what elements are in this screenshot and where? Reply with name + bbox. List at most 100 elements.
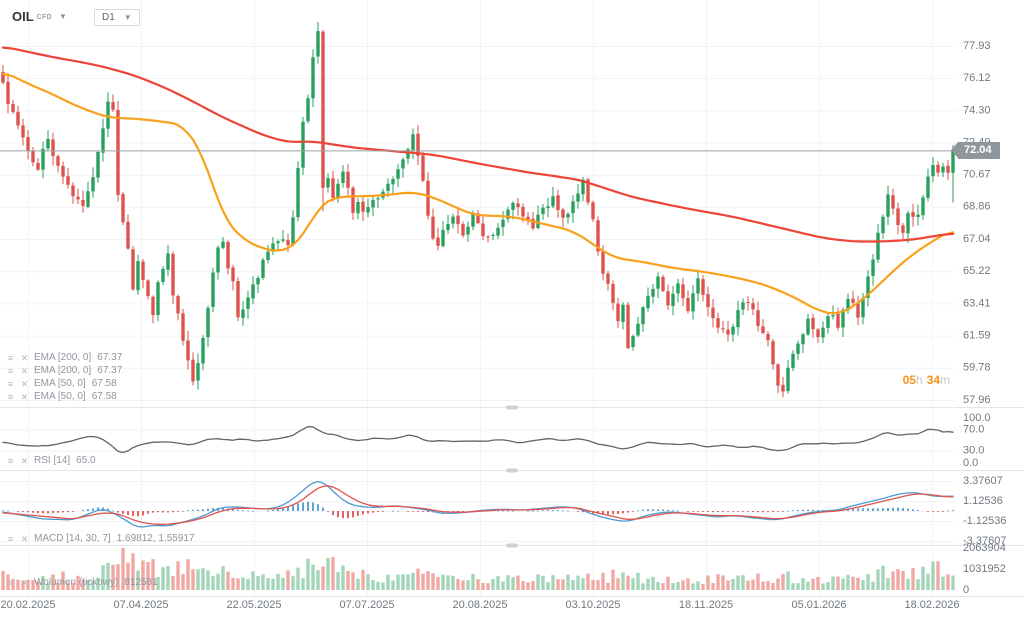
candle-body — [126, 221, 130, 249]
indicator-settings-icon[interactable]: ≡ — [7, 456, 14, 466]
volume-bar — [576, 575, 580, 590]
volume-bar — [901, 571, 905, 590]
macd-histogram-bar — [52, 511, 54, 514]
volume-bar — [616, 578, 620, 590]
indicator-close-icon[interactable]: ✕ — [20, 366, 29, 376]
candle-body — [311, 57, 315, 99]
candle-body — [706, 294, 710, 308]
macd-histogram-bar — [947, 510, 949, 512]
volume-bar — [811, 578, 815, 590]
indicator-settings-icon[interactable]: ≡ — [7, 392, 14, 402]
candlesticks — [1, 21, 955, 398]
volume-bar — [111, 564, 115, 590]
volume-bar — [361, 569, 365, 590]
volume-bars — [1, 548, 955, 590]
indicator-settings-icon[interactable]: ≡ — [7, 534, 14, 544]
volume-bar — [201, 568, 205, 590]
volume-bar — [746, 580, 750, 590]
volume-bar — [706, 575, 710, 590]
candle-body — [241, 309, 245, 318]
candle-body — [71, 185, 75, 197]
macd-histogram-bar — [297, 503, 299, 511]
candle-body — [726, 329, 730, 335]
volume-bar — [816, 576, 820, 590]
candle-body — [856, 303, 860, 318]
macd-histogram-bar — [32, 511, 34, 513]
volume-bar — [321, 566, 325, 590]
volume-bar — [386, 574, 390, 590]
volume-bar — [426, 571, 430, 590]
volume-axis-tick: 0 — [963, 584, 969, 596]
candle-body — [266, 251, 270, 261]
candle-body — [746, 302, 750, 304]
macd-histogram-bar — [787, 510, 789, 512]
macd-histogram-bar — [412, 511, 414, 512]
candle-body — [496, 227, 500, 236]
candle-body — [821, 327, 825, 338]
macd-histogram-bar — [27, 511, 29, 513]
volume-bar — [651, 576, 655, 590]
legend-row-ema-200-a: ≡ ✕ EMA [200, 0] 67.37 — [5, 352, 122, 364]
candle-body — [466, 226, 470, 235]
candle-body — [446, 224, 450, 231]
macd-axis-tick: 1.12536 — [963, 495, 1003, 507]
macd-histogram-bar — [567, 510, 569, 512]
candle-body — [56, 156, 60, 166]
macd-histogram-bar — [807, 509, 809, 511]
volume-bar — [121, 548, 125, 590]
volume-bar — [396, 574, 400, 590]
macd-histogram-bar — [752, 511, 754, 513]
macd-histogram-bar — [632, 511, 634, 512]
macd-histogram-bar — [7, 510, 9, 512]
volume-bar — [86, 579, 90, 590]
volume-bar — [486, 583, 490, 590]
indicator-settings-icon[interactable]: ≡ — [7, 366, 14, 376]
date-axis-tick: 07.07.2025 — [339, 599, 394, 611]
macd-histogram-bar — [157, 511, 159, 513]
candle-body — [301, 121, 305, 168]
volume-bar — [251, 571, 255, 590]
volume-bar — [736, 575, 740, 590]
volume-bar — [351, 572, 355, 590]
timeframe-selector[interactable]: D1 ▼ — [94, 9, 140, 26]
candle-body — [21, 125, 25, 138]
date-axis-tick: 20.08.2025 — [452, 599, 507, 611]
volume-bar — [851, 576, 855, 590]
indicator-close-icon[interactable]: ✕ — [20, 353, 29, 363]
indicator-close-icon[interactable]: ✕ — [20, 578, 29, 588]
volume-bar — [61, 571, 65, 590]
volume-bar — [301, 578, 305, 590]
indicator-settings-icon[interactable]: ≡ — [7, 379, 14, 389]
panel-resize-handle[interactable] — [506, 468, 518, 473]
candle-body — [361, 201, 365, 212]
indicator-settings-icon[interactable]: ≡ — [7, 578, 14, 588]
candle-body — [601, 250, 605, 274]
macd-histogram-bar — [417, 511, 419, 512]
panel-resize-handle[interactable] — [506, 543, 518, 548]
candle-body — [401, 159, 405, 169]
symbol-selector[interactable]: OIL CFD ▼ — [12, 9, 67, 24]
volume-bar — [46, 583, 50, 590]
volume-bar — [781, 573, 785, 590]
indicator-close-icon[interactable]: ✕ — [20, 534, 29, 544]
indicator-close-icon[interactable]: ✕ — [20, 392, 29, 402]
macd-histogram-bar — [17, 511, 19, 512]
macd-histogram-bar — [342, 511, 344, 519]
indicator-settings-icon[interactable]: ≡ — [7, 353, 14, 363]
macd-histogram-bar — [817, 509, 819, 511]
volume-bar — [561, 579, 565, 590]
candle-body — [396, 169, 400, 179]
macd-histogram-bar — [2, 510, 4, 512]
volume-bar — [571, 579, 575, 590]
volume-bar — [286, 570, 290, 590]
volume-bar — [631, 578, 635, 590]
macd-signal-line — [2, 485, 954, 525]
volume-bar — [846, 574, 850, 590]
volume-bar — [761, 581, 765, 590]
indicator-close-icon[interactable]: ✕ — [20, 379, 29, 389]
indicator-close-icon[interactable]: ✕ — [20, 456, 29, 466]
candle-body — [591, 202, 595, 220]
axis-labels: 77.9376.1274.3072.4970.6768.8667.0465.22… — [963, 40, 1006, 596]
panel-resize-handle[interactable] — [506, 405, 518, 410]
